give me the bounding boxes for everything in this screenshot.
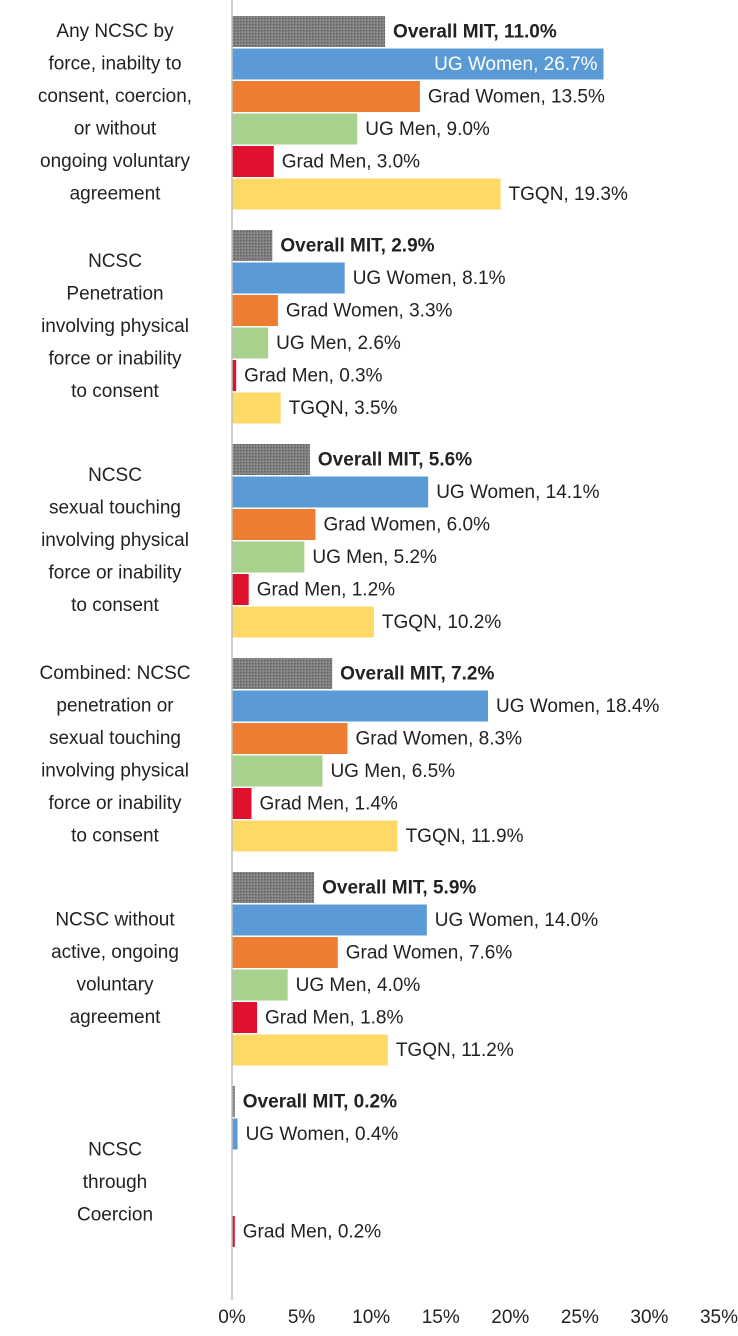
bar	[232, 969, 288, 1001]
bar	[232, 690, 489, 722]
bar	[232, 755, 323, 787]
data-label: Grad Men, 1.4%	[259, 794, 397, 815]
x-tick-label: 0%	[218, 1307, 246, 1328]
bar	[232, 48, 604, 80]
x-tick-label: 35%	[700, 1307, 738, 1328]
data-label: Grad Men, 0.3%	[244, 366, 382, 387]
data-label: TGQN, 11.9%	[406, 826, 524, 847]
bar	[232, 444, 310, 475]
bar	[232, 327, 269, 359]
data-label: Grad Women, 3.3%	[286, 301, 453, 322]
bar	[232, 509, 316, 540]
bar	[232, 1216, 235, 1247]
bar	[232, 723, 348, 754]
data-label: UG Men, 6.5%	[330, 761, 455, 782]
x-tick-label: 5%	[288, 1307, 316, 1328]
category-label: Combined: NCSC penetration or sexual touch…	[40, 663, 191, 847]
x-tick-label: 10%	[352, 1307, 390, 1328]
bar	[232, 230, 273, 261]
category-label: NCSC through Coercion	[77, 1140, 153, 1226]
bar	[232, 658, 333, 689]
bar	[232, 1118, 238, 1150]
data-label: Overall MIT, 5.6%	[318, 450, 472, 471]
data-label: Overall MIT, 0.2%	[243, 1092, 397, 1113]
category-label: NCSC sexual touching involving physical for…	[41, 465, 189, 616]
data-label: UG Women, 14.1%	[436, 482, 599, 503]
data-label: Grad Women, 8.3%	[355, 729, 522, 750]
bar	[232, 295, 278, 326]
data-label: TGQN, 3.5%	[289, 398, 398, 419]
bar	[232, 872, 315, 903]
data-label: Grad Men, 1.8%	[265, 1008, 403, 1029]
data-label: Grad Men, 3.0%	[282, 152, 420, 173]
x-tick-label: 20%	[491, 1307, 529, 1328]
bar	[232, 392, 281, 424]
bar	[232, 81, 420, 112]
bar	[232, 262, 345, 294]
data-label: UG Women, 14.0%	[435, 910, 598, 931]
data-label: Grad Women, 6.0%	[323, 515, 490, 536]
data-label: TGQN, 10.2%	[382, 612, 501, 633]
data-label: UG Men, 2.6%	[276, 333, 401, 354]
bar	[232, 788, 252, 819]
data-label: UG Women, 0.4%	[246, 1124, 399, 1145]
data-label: UG Men, 9.0%	[365, 119, 490, 140]
bar	[232, 113, 358, 145]
bar	[232, 16, 386, 47]
category-label: Any NCSC by force, inabilty to consent, co…	[38, 21, 192, 205]
data-label: Overall MIT, 11.0%	[393, 22, 557, 43]
data-label: Grad Women, 7.6%	[346, 943, 513, 964]
data-label: Grad Men, 0.2%	[243, 1222, 381, 1243]
bar	[232, 937, 338, 968]
bar	[232, 1086, 235, 1117]
bar	[232, 541, 305, 573]
bar	[232, 574, 249, 605]
bar	[232, 146, 274, 177]
x-tick-label: 30%	[630, 1307, 668, 1328]
data-label: UG Men, 4.0%	[296, 975, 421, 996]
x-tick-label: 15%	[422, 1307, 460, 1328]
bar	[232, 1002, 258, 1033]
data-label: Grad Women, 13.5%	[428, 87, 605, 108]
data-label: Overall MIT, 7.2%	[340, 664, 494, 685]
x-tick-label: 25%	[561, 1307, 599, 1328]
bar	[232, 476, 429, 508]
data-label: UG Men, 5.2%	[312, 547, 437, 568]
data-label: TGQN, 19.3%	[509, 184, 628, 205]
bar	[232, 606, 374, 638]
bar	[232, 820, 398, 852]
data-label: Overall MIT, 2.9%	[280, 236, 434, 257]
data-label: TGQN, 11.2%	[396, 1040, 514, 1061]
data-label: Grad Men, 1.2%	[257, 580, 395, 601]
bar	[232, 904, 427, 936]
data-label: UG Women, 8.1%	[353, 268, 506, 289]
data-label: Overall MIT, 5.9%	[322, 878, 476, 899]
data-label: UG Women, 26.7%	[434, 54, 597, 75]
category-label: NCSC without active, ongoing voluntary agre…	[51, 909, 179, 1028]
category-label: NCSC Penetration involving physical force o…	[41, 251, 189, 402]
bar	[232, 178, 501, 210]
bar	[232, 1034, 388, 1066]
bar	[232, 360, 237, 391]
data-label: UG Women, 18.4%	[496, 696, 659, 717]
